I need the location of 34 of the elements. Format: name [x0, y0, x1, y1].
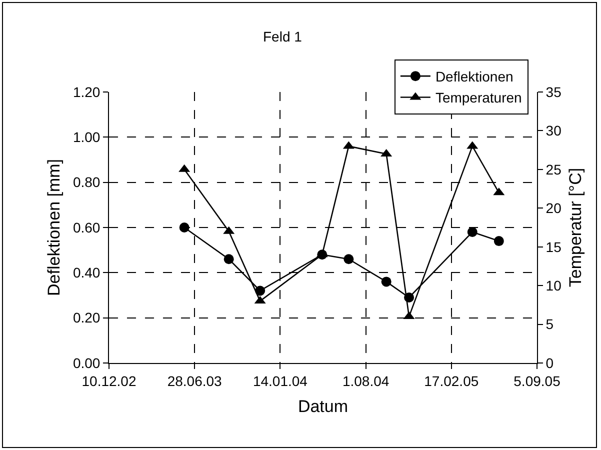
- x-tick-label: 14.01.04: [252, 372, 308, 389]
- y2-tick-label: 25: [546, 161, 562, 178]
- y-tick-label: 0.40: [72, 264, 100, 281]
- point: [255, 286, 266, 296]
- point: [381, 276, 392, 287]
- y-axis-title: Deflektionen [mm]: [44, 159, 64, 296]
- y-tick-label: 0.80: [72, 174, 100, 190]
- point: [467, 227, 478, 238]
- x-tick-label: 17.02.05: [424, 372, 479, 389]
- y2-tick-label: 30: [546, 122, 562, 139]
- point: [344, 254, 354, 264]
- y2-tick-label: 35: [546, 84, 562, 100]
- point: [224, 254, 234, 264]
- point: [494, 236, 504, 246]
- y2-tick-label: 20: [546, 200, 562, 216]
- y-tick-label: 1.20: [72, 84, 100, 100]
- y-tick-label: 1.00: [72, 129, 100, 146]
- y-tick-label: 0.20: [72, 310, 100, 326]
- y2-tick-label: 10: [546, 277, 562, 294]
- y2-tick-label: 5: [546, 316, 554, 332]
- x-tick-label: 10.12.02: [82, 372, 136, 389]
- point: [179, 222, 190, 232]
- x-tick-label: 28.06.03: [167, 372, 222, 389]
- x-tick-label: 1.08.04: [342, 372, 390, 389]
- chart-title: Feld 1: [263, 28, 302, 44]
- y-tick-label: 0.60: [72, 219, 100, 236]
- y2-tick-label: 0: [546, 354, 554, 371]
- legend-label: Deflektionen: [435, 68, 514, 85]
- y2-tick-label: 15: [546, 238, 562, 255]
- y-tick-label: 0.00: [72, 354, 100, 371]
- y2-axis-title: Temperatur [°C]: [566, 168, 585, 288]
- x-tick-label: 5.09.05: [514, 372, 561, 389]
- legend-label: Temperaturen: [435, 90, 522, 106]
- x-axis-title: Datum: [298, 397, 348, 416]
